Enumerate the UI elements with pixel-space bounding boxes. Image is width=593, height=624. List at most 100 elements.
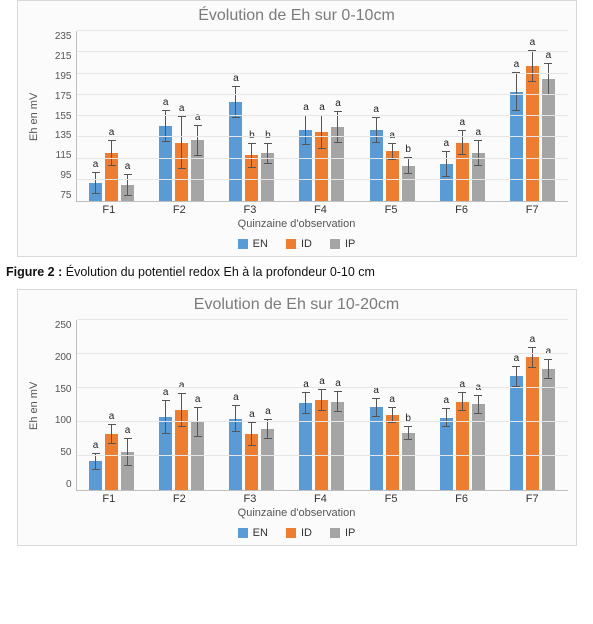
legend-swatch	[238, 528, 248, 538]
sig-label: a	[443, 395, 449, 406]
legend-label: ID	[301, 527, 312, 539]
sig-label: a	[303, 379, 309, 390]
xtick: F5	[385, 493, 398, 505]
caption-text: Évolution du potentiel redox Eh à la pro…	[66, 265, 375, 279]
bar-rect	[510, 92, 523, 201]
bar: b	[402, 166, 415, 201]
ytick: 175	[55, 91, 72, 102]
bar: a	[105, 434, 118, 490]
legend-swatch	[238, 239, 248, 249]
chart1-xlabel: Quinzaine d'observation	[26, 218, 568, 230]
legend-label: IP	[345, 527, 355, 539]
bar-group: aaa	[510, 357, 555, 490]
sig-label: a	[163, 97, 169, 108]
bar: a	[386, 151, 399, 201]
ytick: 0	[66, 479, 72, 490]
chart2-xticks: F1F2F3F4F5F6F7	[74, 493, 568, 505]
gridline	[77, 353, 568, 354]
bar-rect	[386, 415, 399, 490]
sig-label: a	[125, 161, 131, 172]
ytick: 75	[60, 190, 71, 201]
bar: b	[402, 433, 415, 490]
bar: a	[510, 376, 523, 490]
bar-group: aaa	[440, 402, 485, 490]
sig-label: a	[265, 406, 271, 417]
gridline	[77, 73, 568, 74]
bar: a	[370, 407, 383, 490]
legend-swatch	[330, 528, 340, 538]
sig-label: a	[195, 394, 201, 405]
gridline	[77, 115, 568, 116]
bar-rect	[121, 452, 134, 490]
ytick: 235	[55, 31, 72, 42]
xtick: F2	[173, 493, 186, 505]
bar-rect	[191, 422, 204, 490]
bar: a	[510, 92, 523, 201]
bar: a	[261, 429, 274, 490]
bar: a	[121, 452, 134, 490]
chart2-ylabel: Eh en mV	[26, 320, 42, 491]
sig-label: a	[303, 102, 309, 113]
sig-label: a	[179, 380, 185, 391]
gridline	[77, 136, 568, 137]
chart2-yticks: 250200150100500	[42, 320, 76, 490]
legend-label: EN	[253, 527, 268, 539]
xtick: F7	[526, 493, 539, 505]
legend-swatch	[286, 239, 296, 249]
sig-label: a	[249, 409, 255, 420]
bar: a	[440, 164, 453, 201]
bar-rect	[331, 402, 344, 490]
bar: a	[370, 130, 383, 201]
bar: a	[315, 132, 328, 201]
bar-group: aab	[370, 130, 415, 201]
bar-rect	[440, 418, 453, 490]
xtick: F1	[102, 493, 115, 505]
bar-rect	[402, 166, 415, 201]
sig-label: a	[125, 425, 131, 436]
bar-rect	[370, 407, 383, 490]
bar-group: aaa	[510, 66, 555, 201]
sig-label: a	[459, 379, 465, 390]
bar-rect	[472, 404, 485, 490]
bar: a	[89, 183, 102, 201]
gridline	[77, 158, 568, 159]
bar-rect	[299, 403, 312, 490]
sig-label: a	[335, 98, 341, 109]
bar-rect	[456, 402, 469, 490]
bar-group: aaa	[89, 153, 134, 201]
ytick: 95	[60, 170, 71, 181]
bar: a	[229, 102, 242, 201]
legend-item: EN	[238, 527, 268, 539]
ytick: 215	[55, 51, 72, 62]
bar: a	[175, 143, 188, 201]
chart1-xticks: F1F2F3F4F5F6F7	[74, 204, 568, 216]
sig-label: a	[530, 334, 536, 345]
bar-group: abb	[229, 102, 274, 201]
chart1-ylabel: Eh en mV	[26, 31, 42, 202]
xtick: F3	[243, 493, 256, 505]
legend-item: ID	[286, 527, 312, 539]
bar-group: aab	[370, 407, 415, 490]
xtick: F7	[526, 204, 539, 216]
ytick: 100	[55, 415, 72, 426]
bar-rect	[315, 132, 328, 201]
sig-label: a	[389, 394, 395, 405]
sig-label: b	[405, 413, 411, 424]
bar: a	[89, 461, 102, 490]
chart2-xlabel: Quinzaine d'observation	[26, 507, 568, 519]
sig-label: a	[319, 376, 325, 387]
bar: a	[315, 400, 328, 490]
gridline	[77, 455, 568, 456]
bar-rect	[386, 151, 399, 201]
chart-10-20: Evolution de Eh sur 10-20cm Eh en mV 250…	[17, 289, 577, 546]
chart2-plot: Eh en mV 250200150100500 aaaaaaaaaaaaaab…	[26, 320, 568, 491]
bar: b	[261, 153, 274, 201]
bar-rect	[89, 461, 102, 490]
sig-label: a	[389, 130, 395, 141]
legend-item: IP	[330, 238, 355, 250]
gridline	[77, 387, 568, 388]
bar-group: aaa	[299, 400, 344, 490]
sig-label: a	[514, 59, 520, 70]
gridline	[77, 421, 568, 422]
bar: a	[191, 140, 204, 201]
